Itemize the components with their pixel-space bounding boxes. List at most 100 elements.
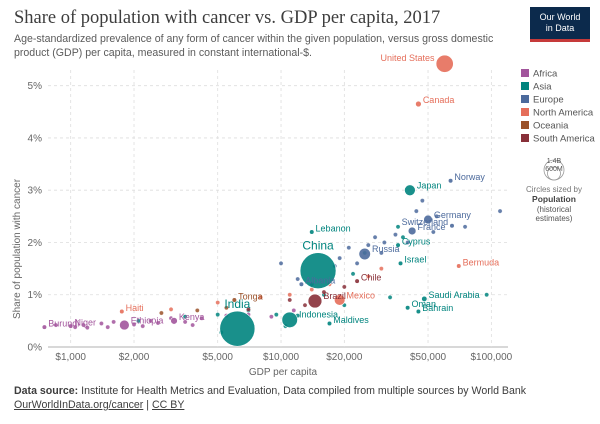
data-point[interactable]: [140, 323, 145, 329]
data-point[interactable]: [431, 229, 436, 235]
data-point-united-states[interactable]: [435, 54, 454, 73]
data-point[interactable]: [350, 271, 356, 277]
data-point-chile[interactable]: [354, 278, 360, 284]
data-point[interactable]: [168, 307, 174, 312]
legend-swatch-north-america[interactable]: [521, 108, 529, 116]
data-point-haiti[interactable]: [119, 308, 125, 315]
data-point[interactable]: [287, 297, 292, 303]
data-point[interactable]: [53, 322, 59, 328]
legend-swatch-europe[interactable]: [521, 95, 529, 103]
legend-swatch-south-america[interactable]: [521, 134, 529, 142]
data-point-mexico[interactable]: [333, 294, 346, 306]
data-point[interactable]: [337, 255, 342, 261]
legend-label-oceania[interactable]: Oceania: [533, 121, 569, 132]
data-point-canada[interactable]: [415, 100, 422, 108]
data-point-tonga[interactable]: [231, 297, 237, 303]
data-point[interactable]: [278, 261, 284, 266]
legend-swatch-africa[interactable]: [521, 69, 529, 77]
data-point-china[interactable]: [299, 252, 337, 289]
data-point-oman[interactable]: [405, 305, 411, 311]
legend-label-europe[interactable]: Europe: [533, 95, 564, 106]
data-point[interactable]: [111, 319, 116, 325]
data-point[interactable]: [81, 322, 86, 328]
data-point[interactable]: [484, 292, 489, 297]
legend-swatch-asia[interactable]: [521, 82, 529, 90]
data-point[interactable]: [190, 322, 195, 328]
data-point[interactable]: [195, 308, 200, 313]
legend-label-asia[interactable]: Asia: [533, 82, 552, 93]
data-point-maldives[interactable]: [326, 320, 333, 327]
legend-swatch-oceania[interactable]: [521, 121, 529, 129]
data-point[interactable]: [148, 318, 153, 324]
data-point[interactable]: [393, 232, 398, 237]
data-point[interactable]: [258, 295, 263, 300]
data-point-norway[interactable]: [447, 178, 454, 184]
data-point[interactable]: [291, 308, 297, 313]
data-point-niger[interactable]: [68, 323, 74, 329]
data-point[interactable]: [215, 300, 220, 305]
data-point[interactable]: [182, 319, 188, 325]
data-point[interactable]: [354, 261, 360, 266]
x-tick-label: $20,000: [326, 352, 363, 363]
data-point[interactable]: [372, 234, 378, 240]
data-point-russia[interactable]: [358, 247, 371, 261]
data-point[interactable]: [321, 289, 327, 295]
data-point-bahrain[interactable]: [415, 308, 422, 315]
data-point[interactable]: [379, 250, 384, 256]
data-point[interactable]: [414, 208, 419, 214]
data-point-india[interactable]: [219, 310, 256, 347]
data-point[interactable]: [395, 224, 401, 230]
data-point-ethiopia[interactable]: [119, 319, 130, 331]
owid-logo[interactable]: Our World in Data: [530, 7, 590, 42]
data-point[interactable]: [302, 302, 308, 308]
legend-label-north-america[interactable]: North America: [533, 108, 594, 119]
data-point[interactable]: [387, 295, 393, 300]
data-point-cyprus[interactable]: [395, 242, 401, 248]
data-point[interactable]: [246, 307, 251, 312]
data-point[interactable]: [287, 292, 292, 297]
data-point[interactable]: [497, 208, 503, 214]
data-point[interactable]: [224, 305, 229, 311]
data-point-burundi[interactable]: [41, 324, 48, 330]
data-point[interactable]: [366, 274, 371, 279]
legend-label-africa[interactable]: Africa: [533, 69, 558, 80]
data-point[interactable]: [269, 314, 274, 319]
data-point[interactable]: [405, 240, 410, 245]
legend-label-south-america[interactable]: South America: [533, 134, 595, 145]
data-point[interactable]: [295, 276, 300, 282]
data-point[interactable]: [199, 316, 205, 321]
data-point[interactable]: [379, 266, 384, 271]
data-point[interactable]: [420, 198, 425, 203]
data-point[interactable]: [382, 240, 387, 245]
data-point[interactable]: [346, 245, 352, 250]
data-point-saudi-arabia[interactable]: [421, 295, 428, 302]
license-link[interactable]: CC BY: [152, 399, 185, 411]
data-point-france[interactable]: [407, 226, 417, 236]
data-point-israel[interactable]: [397, 260, 404, 266]
data-point[interactable]: [434, 214, 439, 219]
data-point[interactable]: [159, 310, 164, 316]
data-point-kenya[interactable]: [170, 317, 178, 325]
data-point[interactable]: [400, 234, 406, 240]
data-point-bermuda[interactable]: [456, 263, 462, 269]
data-point-albania[interactable]: [298, 281, 305, 287]
data-point[interactable]: [366, 242, 371, 248]
data-point-brazil[interactable]: [307, 293, 323, 309]
data-point-indonesia[interactable]: [281, 311, 298, 328]
data-point-japan[interactable]: [404, 184, 416, 196]
data-point[interactable]: [342, 284, 347, 290]
data-point[interactable]: [99, 321, 104, 326]
data-point-lebanon[interactable]: [309, 229, 315, 235]
data-point[interactable]: [274, 312, 279, 317]
data-point[interactable]: [155, 320, 161, 326]
data-point[interactable]: [131, 322, 137, 327]
data-point-germany[interactable]: [423, 214, 433, 225]
data-point[interactable]: [462, 224, 468, 230]
data-point-switzerland[interactable]: [449, 223, 455, 229]
owid-cancer-link[interactable]: OurWorldInData.org/cancer: [14, 399, 144, 411]
data-point[interactable]: [85, 325, 90, 330]
data-point[interactable]: [215, 312, 220, 317]
data-point[interactable]: [136, 318, 141, 324]
data-point[interactable]: [182, 314, 188, 319]
data-point[interactable]: [105, 324, 110, 330]
